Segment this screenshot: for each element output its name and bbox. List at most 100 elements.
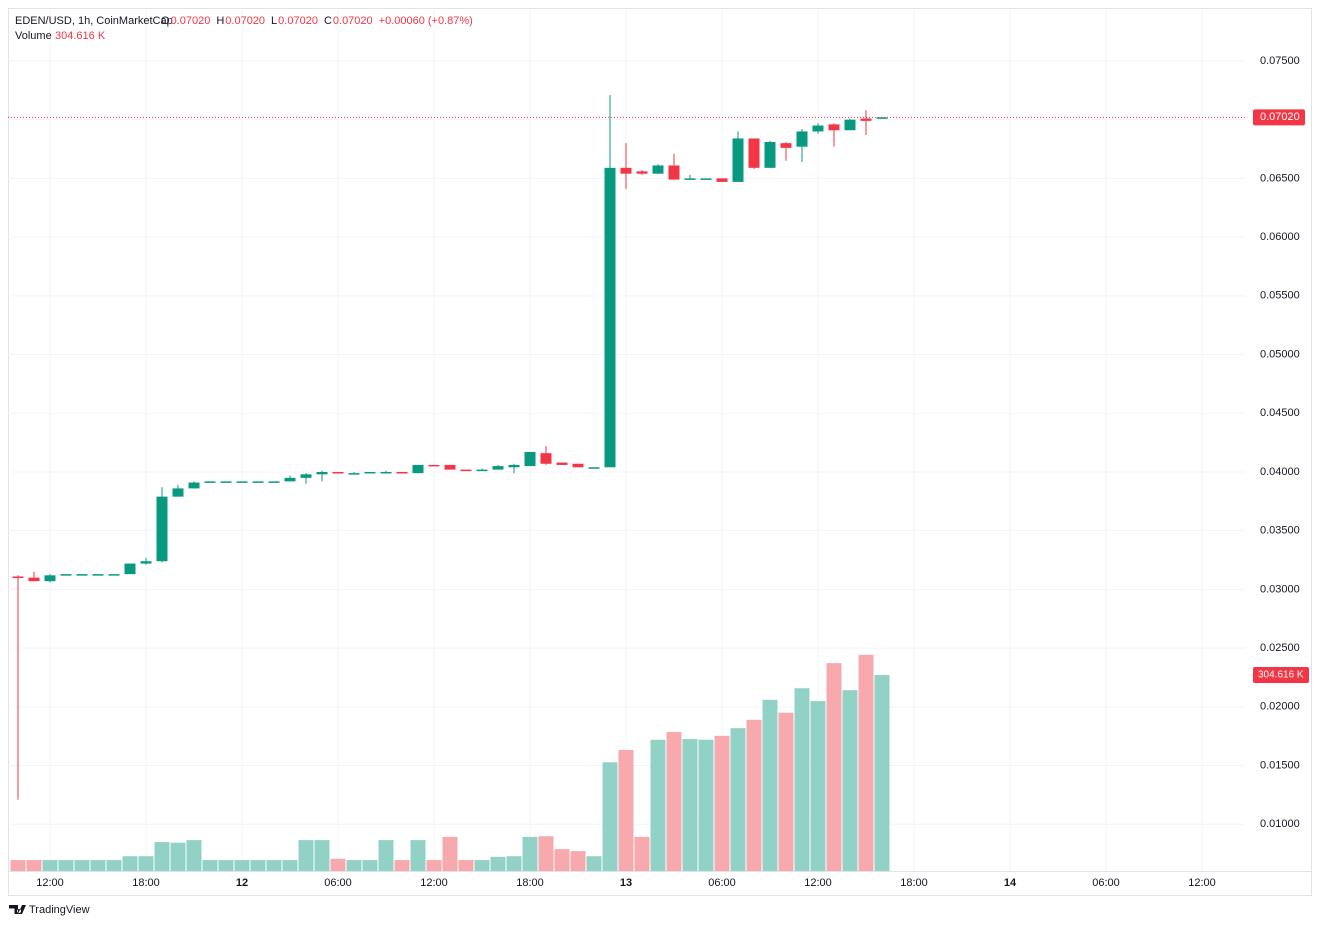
volume-bar — [234, 860, 250, 871]
volume-bar — [570, 851, 586, 871]
volume-bar — [330, 858, 346, 871]
x-tick-label: 18:00 — [132, 877, 160, 889]
volume-bar — [650, 739, 666, 871]
y-tick-label: 0.04000 — [1260, 466, 1300, 478]
volume-bar — [186, 840, 202, 871]
volume-bar — [714, 735, 730, 871]
x-tick-label: 12:00 — [36, 877, 64, 889]
candle-body — [124, 563, 136, 575]
candle-body — [140, 561, 152, 564]
candle-body — [780, 143, 792, 148]
volume-bar — [410, 840, 426, 871]
legend: EDEN/USD, 1h, CoinMarketCap Volume 304.6… — [15, 15, 473, 42]
volume-bar — [218, 860, 234, 871]
volume-bar — [522, 836, 538, 871]
brand: TradingView — [9, 904, 90, 916]
candle-body — [364, 471, 376, 474]
volume-bar — [874, 674, 890, 871]
candle-body — [284, 477, 296, 482]
volume-bar — [378, 840, 394, 871]
volume-bar — [74, 860, 90, 871]
volume-bar — [794, 688, 810, 871]
volume-bar — [362, 860, 378, 871]
candle-body — [492, 466, 504, 470]
candle-body — [684, 178, 696, 180]
volume-title: Volume — [15, 30, 52, 42]
volume-bar — [666, 731, 682, 871]
candle-body — [540, 453, 552, 464]
volume-bar — [170, 842, 186, 871]
candle-body — [764, 141, 776, 168]
candle-body — [508, 464, 520, 468]
volume-bar — [698, 739, 714, 871]
x-tick-label: 06:00 — [1092, 877, 1120, 889]
candle-body — [700, 178, 712, 180]
volume-bar — [746, 719, 762, 871]
ohlc-key: C — [324, 15, 332, 27]
candle-body — [620, 167, 632, 174]
volume-bar — [730, 728, 746, 871]
candle-body — [76, 574, 88, 576]
ohlc-value: 0.07020 — [171, 15, 211, 27]
candle-body — [188, 482, 200, 489]
candle-body — [604, 167, 616, 468]
volume-bar — [474, 860, 490, 871]
candle-body — [412, 464, 424, 474]
ohlc-value: 0.07020 — [225, 15, 265, 27]
candle-body — [748, 138, 760, 168]
volume-bar — [250, 860, 266, 871]
volume-bar — [138, 856, 154, 871]
volume-bar — [602, 762, 618, 871]
volume-bar — [778, 712, 794, 871]
x-tick-label: 18:00 — [900, 877, 928, 889]
candle-body — [380, 471, 392, 474]
volume-bar — [266, 860, 282, 871]
volume-bar — [346, 860, 362, 871]
x-tick-label: 14 — [1004, 877, 1017, 889]
candle-body — [60, 574, 72, 576]
volume-bar — [842, 690, 858, 871]
x-tick-label: 06:00 — [708, 877, 736, 889]
candle-body — [44, 575, 56, 582]
volume-bar — [122, 856, 138, 871]
volume-bar — [586, 856, 602, 871]
ohlc-value: 0.07020 — [278, 15, 318, 27]
y-tick-label: 0.01000 — [1260, 818, 1300, 830]
candle-body — [460, 469, 472, 472]
ohlc-key: H — [216, 15, 224, 27]
candle-body — [204, 481, 216, 483]
candle-body — [28, 577, 40, 582]
y-tick-label: 0.06500 — [1260, 172, 1300, 184]
candle-body — [348, 473, 360, 475]
candle-body — [396, 471, 408, 474]
candle-body — [860, 118, 872, 121]
candle-body — [220, 481, 232, 483]
candle-body — [12, 576, 24, 578]
volume-tag-label: 304.616 K — [1258, 670, 1304, 681]
candle-body — [300, 474, 312, 478]
volume-bar — [458, 860, 474, 871]
symbol: EDEN/USD, 1h, CoinMarketCap — [15, 15, 173, 27]
y-tick-label: 0.02500 — [1260, 642, 1300, 654]
volume-bar — [762, 699, 778, 871]
candle-body — [572, 463, 584, 468]
y-tick-label: 0.01500 — [1260, 759, 1300, 771]
candle-body — [812, 125, 824, 132]
candle-body — [444, 464, 456, 470]
x-tick-label: 06:00 — [324, 877, 352, 889]
candle-body — [108, 574, 120, 576]
volume-value: 304.616 K — [55, 30, 106, 42]
volume-bar — [58, 860, 74, 871]
ohlc-key: O — [161, 15, 170, 27]
x-tick-label: 18:00 — [516, 877, 544, 889]
volume-bar — [538, 836, 554, 871]
volume-bar — [506, 856, 522, 871]
price-tag-label: 0.07020 — [1260, 111, 1300, 123]
volume-bar — [90, 860, 106, 871]
candle-body — [156, 496, 168, 562]
volume-bar — [394, 860, 410, 871]
candle-body — [524, 452, 536, 467]
candle-body — [236, 481, 248, 483]
x-tick-label: 12:00 — [804, 877, 832, 889]
volume-bar — [826, 663, 842, 871]
